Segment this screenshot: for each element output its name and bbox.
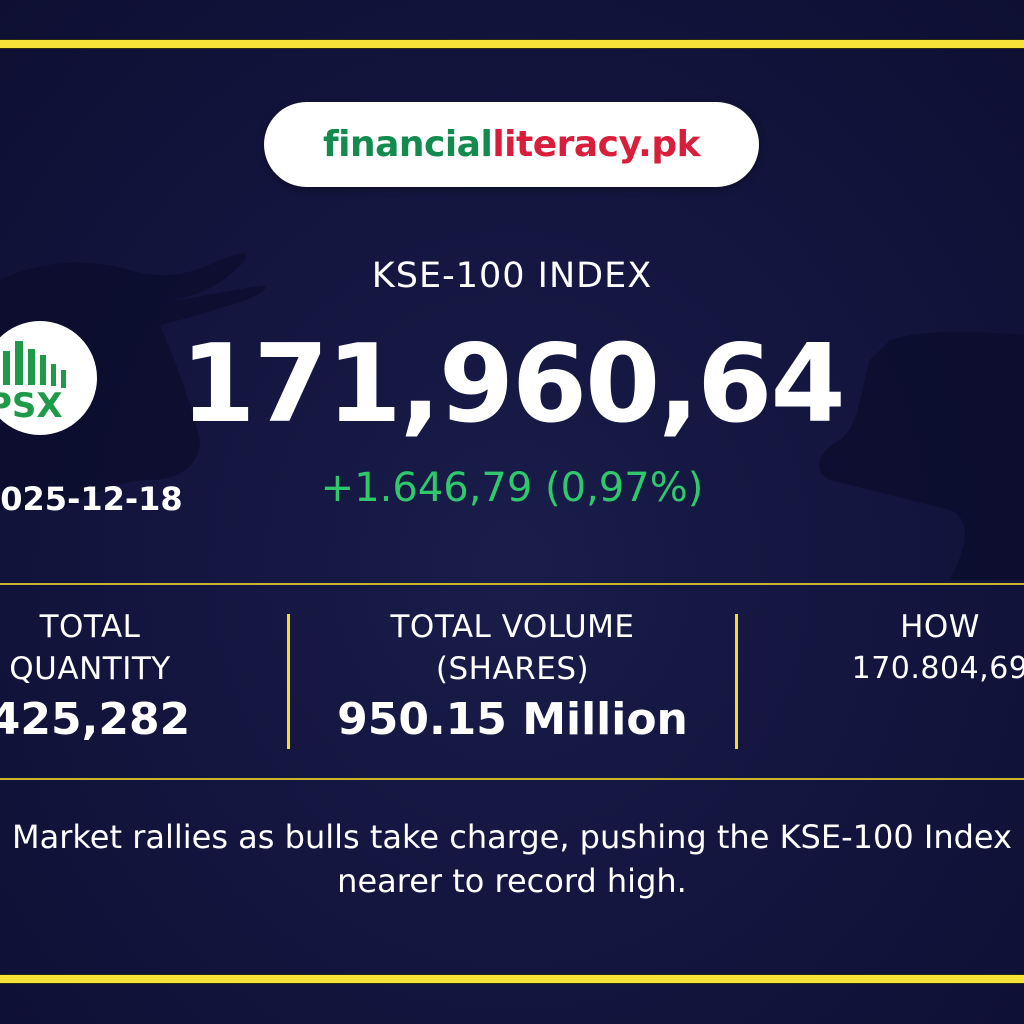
bull-silhouette-right-icon [819, 331, 1024, 580]
bottom-gold-border [0, 975, 1024, 983]
psx-logo-text: PSX [0, 386, 63, 426]
stat-label-line2: QUANTITY [9, 651, 171, 687]
stat-label-line1: TOTAL [39, 609, 141, 645]
brand-name-part-literacy: literacy.pk [492, 124, 701, 165]
stats-top-divider [0, 583, 1024, 585]
index-change: +1.646,79 (0,97%) [320, 465, 704, 511]
index-title: KSE-100 INDEX [371, 256, 653, 296]
stat-value: 170.804,69 [851, 651, 1024, 686]
stats-bottom-divider [0, 778, 1024, 780]
stat-label-line1: HOW [900, 609, 980, 645]
report-date: 2025-12-18 [0, 480, 183, 518]
brand-name-part-financial: financial [322, 124, 493, 165]
brand-logo-pill: financial literacy.pk [264, 102, 759, 187]
stat-total-volume: TOTAL VOLUME (SHARES) 950.15 Million [290, 606, 735, 750]
stats-vertical-divider-2 [735, 614, 738, 749]
bull-silhouette-left-icon [0, 253, 266, 510]
index-value: 171,960,64 [180, 322, 845, 447]
stat-how: HOW 170.804,69 [820, 606, 1024, 690]
stat-label-line1: TOTAL VOLUME [390, 609, 635, 645]
stat-value: 950.15 Million [337, 694, 688, 745]
headline-line1: Market rallies as bulls take charge, pus… [12, 818, 1012, 856]
stats-vertical-divider-1 [287, 614, 290, 749]
stat-value: 425,282 [0, 694, 191, 745]
psx-logo-icon: PSX [0, 341, 66, 426]
stat-total-quantity: TOTAL QUANTITY 425,282 [0, 606, 240, 750]
top-gold-border [0, 40, 1024, 48]
headline: Market rallies as bulls take charge, pus… [0, 815, 1024, 903]
stat-label-line2: (SHARES) [435, 651, 590, 687]
psx-logo: PSX [0, 321, 97, 435]
headline-line2: nearer to record high. [337, 862, 687, 900]
